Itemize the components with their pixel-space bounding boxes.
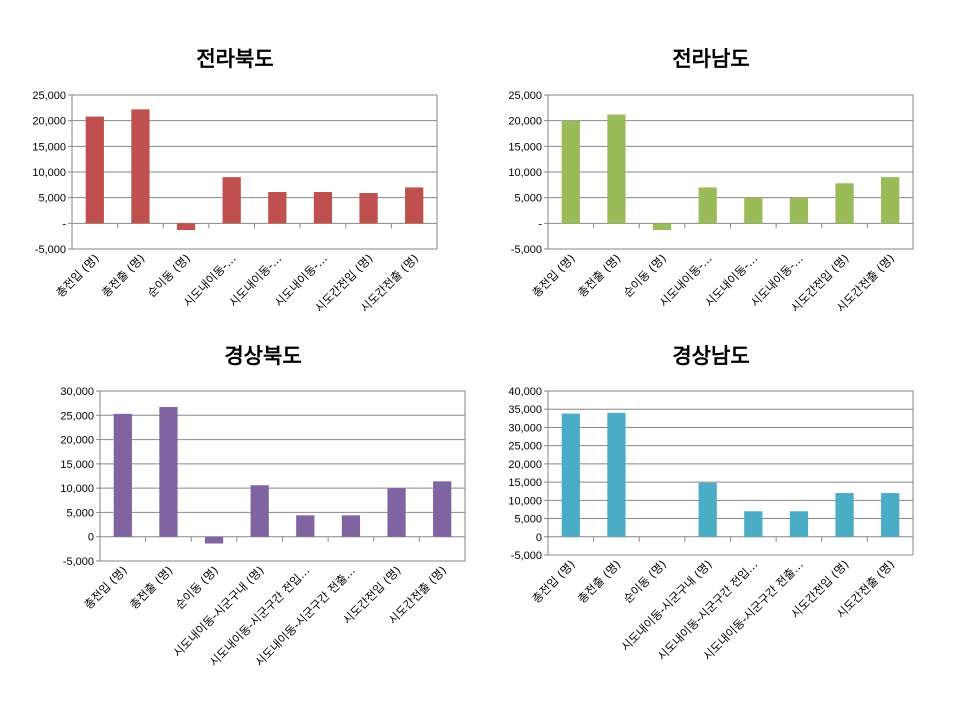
chart-title: 경상북도: [224, 344, 301, 368]
bar: [296, 515, 315, 537]
bar: [698, 187, 717, 224]
x-tick-label: 순이동 (명): [144, 251, 193, 300]
bar: [268, 192, 287, 224]
x-tick-label: 총전입 (명): [529, 557, 578, 606]
y-tick-label: 25,000: [32, 90, 66, 102]
x-tick-label: 총전입 (명): [53, 251, 102, 300]
y-tick-label: 5,000: [38, 193, 66, 205]
y-tick-label: 30,000: [60, 386, 94, 398]
bar: [835, 183, 854, 224]
y-tick-label: 10,000: [508, 167, 542, 179]
y-tick-label: 15,000: [32, 141, 66, 153]
y-tick-label: 25,000: [508, 90, 542, 102]
chart-title: 경상남도: [672, 344, 749, 368]
y-tick-label: 20,000: [508, 459, 542, 471]
y-tick-label: 5,000: [66, 507, 94, 519]
bar: [113, 413, 132, 537]
bar: [652, 223, 672, 231]
x-tick-label: 시도내이동-시군구내 (명): [618, 557, 715, 654]
y-tick-label: 10,000: [508, 495, 542, 507]
x-tick-label: 순이동 (명): [620, 557, 669, 606]
bar: [433, 481, 452, 537]
y-tick-label: -5,000: [63, 556, 94, 568]
bar: [341, 515, 361, 537]
bar: [698, 482, 717, 537]
bar: [744, 197, 763, 224]
bar: [176, 223, 196, 231]
chart-2: 전라남도-5,000-5,00010,00015,00020,00025,000…: [508, 47, 914, 315]
bar: [405, 187, 424, 224]
x-tick-label: 총전출 (명): [575, 557, 624, 606]
x-tick-label: 시도내이동-시군구내 (명): [170, 563, 267, 660]
y-tick-label: -: [538, 218, 542, 230]
x-tick-label: 순이동 (명): [172, 563, 221, 612]
x-tick-label: 총전입 (명): [529, 251, 578, 300]
y-tick-label: -: [62, 218, 66, 230]
bar: [744, 511, 763, 537]
chart-3: 경상북도 -5,000 0 5,000 10,000 15,000 20,000 25,000…: [60, 344, 466, 669]
bar: [607, 114, 626, 224]
y-tick-label: 0: [536, 532, 542, 544]
bar: [881, 177, 900, 224]
y-tick-label: 5,000: [514, 514, 542, 526]
bar: [387, 488, 406, 537]
y-tick-label: -5,000: [511, 244, 542, 256]
x-tick-label: 총전출 (명): [575, 251, 624, 300]
bar: [789, 511, 809, 537]
bar: [222, 177, 241, 224]
y-tick-label: 5,000: [514, 193, 542, 205]
y-tick-label: 10,000: [32, 167, 66, 179]
y-tick-label: 10,000: [60, 483, 94, 495]
bar: [881, 493, 900, 537]
x-tick-label: 순이동 (명): [620, 251, 669, 300]
x-tick-label: 총전입 (명): [81, 563, 130, 612]
chart-4: 경상남도 -5,000 0 5,000 10,000 15,000 20,000 25,000…: [508, 344, 914, 663]
bar: [835, 493, 854, 537]
y-tick-label: -5,000: [511, 550, 542, 562]
y-tick-label: 20,000: [60, 435, 94, 447]
bar: [561, 413, 580, 537]
y-tick-label: 15,000: [60, 459, 94, 471]
y-tick-label: 20,000: [508, 116, 542, 128]
y-tick-label: 40,000: [508, 386, 542, 398]
y-tick-label: -5,000: [35, 244, 66, 256]
y-tick-label: 20,000: [32, 116, 66, 128]
bar: [561, 120, 580, 224]
x-tick-label: 총전출 (명): [127, 563, 176, 612]
bar: [607, 412, 626, 537]
bar: [85, 116, 104, 224]
bar: [131, 109, 150, 224]
bar: [250, 485, 269, 537]
y-tick-label: 25,000: [60, 410, 94, 422]
y-tick-label: 15,000: [508, 477, 542, 489]
bar: [789, 197, 809, 224]
y-tick-label: 0: [88, 532, 94, 544]
x-tick-label: 총전출 (명): [99, 251, 148, 300]
bar: [204, 536, 224, 544]
bar: [313, 192, 333, 224]
y-tick-label: 25,000: [508, 441, 542, 453]
bar: [359, 193, 378, 224]
chart-title: 전라북도: [196, 47, 273, 71]
chart-1: 전라북도-5,000-5,00010,00015,00020,00025,000…: [32, 47, 438, 315]
y-tick-label: 15,000: [508, 141, 542, 153]
bar: [159, 407, 178, 537]
y-tick-label: 30,000: [508, 422, 542, 434]
y-tick-label: 35,000: [508, 404, 542, 416]
chart-title: 전라남도: [672, 47, 749, 71]
